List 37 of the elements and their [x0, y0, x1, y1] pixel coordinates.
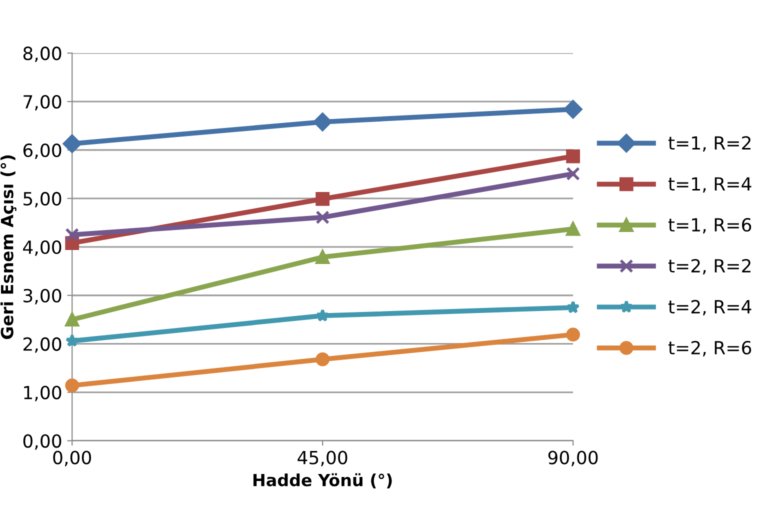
point — [65, 228, 80, 242]
point — [566, 149, 580, 164]
legend-label: t=1, R=6 — [668, 218, 752, 234]
point — [316, 192, 330, 206]
y-tick-label: 2,00 — [24, 337, 62, 353]
x-axis-title: Hadde Yönü (°) — [253, 473, 392, 488]
legend-label: t=1, R=4 — [668, 177, 752, 193]
point — [564, 100, 582, 119]
x-tick-label: 90,00 — [548, 450, 598, 466]
y-tick-label: 5,00 — [24, 192, 62, 208]
x-tick-label: 45,00 — [298, 450, 348, 466]
legend-label: t=2, R=4 — [668, 300, 752, 316]
legend-label: t=2, R=2 — [668, 258, 750, 274]
point — [316, 210, 330, 224]
point — [566, 328, 580, 342]
point — [316, 308, 330, 322]
y-tick-label: 0,00 — [23, 434, 62, 450]
point — [313, 112, 332, 132]
x-tick-label: 0,00 — [53, 450, 92, 466]
y-tick-label: 1,00 — [24, 386, 62, 402]
point — [65, 312, 80, 327]
point — [65, 334, 79, 347]
y-tick-label: 4,00 — [23, 240, 62, 256]
point — [316, 250, 330, 264]
point — [65, 378, 80, 392]
legend-label: t=1, R=2 — [668, 136, 750, 152]
y-tick-label: 8,00 — [23, 46, 62, 62]
point — [566, 222, 580, 236]
point — [566, 166, 580, 181]
legend-label: t=2, R=6 — [668, 340, 752, 356]
y-tick-label: 6,00 — [23, 143, 62, 159]
y-tick-label: 3,00 — [24, 288, 62, 304]
y-tick-label: 7,00 — [24, 95, 62, 111]
point — [316, 352, 330, 366]
point — [566, 300, 580, 314]
point — [62, 134, 82, 153]
y-axis-title: Geri Esnem Açısı (°) — [0, 155, 16, 340]
